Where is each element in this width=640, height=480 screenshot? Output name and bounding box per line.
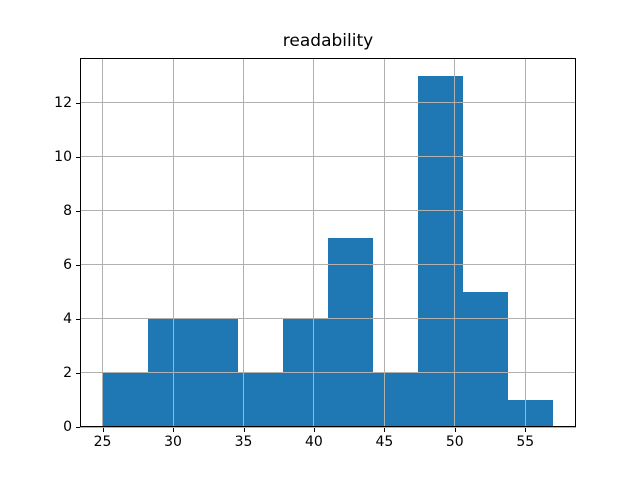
x-tick-label: 25 bbox=[93, 434, 112, 450]
x-gridline bbox=[454, 58, 456, 427]
y-gridline bbox=[80, 426, 576, 428]
plot-area bbox=[80, 58, 576, 428]
y-tick-mark bbox=[76, 102, 80, 104]
y-tick-mark bbox=[76, 372, 80, 374]
y-tick-mark bbox=[76, 318, 80, 320]
y-tick-mark bbox=[76, 210, 80, 212]
x-tick-mark bbox=[313, 428, 315, 432]
chart-title: readability bbox=[282, 31, 374, 51]
y-tick-label: 12 bbox=[54, 94, 72, 111]
histogram-bar bbox=[373, 372, 419, 427]
x-tick-mark bbox=[525, 428, 527, 432]
histogram-bar bbox=[102, 372, 148, 427]
y-gridline bbox=[80, 318, 576, 320]
y-gridline bbox=[80, 210, 576, 212]
y-tick-label: 2 bbox=[63, 364, 72, 381]
x-gridline bbox=[102, 58, 103, 427]
x-tick-mark bbox=[243, 428, 245, 432]
x-tick-label: 30 bbox=[164, 434, 182, 450]
y-gridline bbox=[80, 102, 576, 104]
y-tick-label: 0 bbox=[63, 419, 72, 435]
x-gridline bbox=[172, 58, 174, 427]
histogram-bar bbox=[237, 372, 283, 427]
y-tick-mark bbox=[76, 156, 80, 158]
x-tick-label: 45 bbox=[375, 434, 394, 450]
y-tick-label: 10 bbox=[54, 148, 72, 165]
x-tick-mark bbox=[384, 428, 386, 432]
x-tick-label: 55 bbox=[516, 434, 535, 450]
x-gridline bbox=[243, 58, 244, 427]
y-tick-mark bbox=[76, 427, 80, 428]
x-tick-mark bbox=[102, 428, 104, 432]
y-gridline bbox=[80, 264, 576, 266]
y-tick-label: 6 bbox=[63, 256, 72, 273]
x-tick-mark bbox=[173, 428, 174, 432]
y-tick-label: 8 bbox=[63, 202, 72, 219]
x-tick-mark bbox=[454, 428, 456, 432]
y-tick-mark bbox=[76, 264, 80, 266]
histogram-bar bbox=[508, 400, 554, 427]
histogram-bar bbox=[418, 75, 464, 427]
x-gridline bbox=[313, 58, 315, 427]
x-gridline bbox=[524, 58, 526, 427]
y-gridline bbox=[80, 372, 576, 374]
y-tick-label: 4 bbox=[63, 310, 72, 327]
histogram-bar bbox=[463, 291, 509, 427]
x-tick-label: 50 bbox=[445, 434, 464, 450]
x-gridline bbox=[383, 58, 385, 427]
x-tick-label: 35 bbox=[234, 434, 253, 450]
histogram-bar bbox=[328, 237, 374, 427]
x-tick-label: 40 bbox=[304, 434, 323, 450]
y-gridline bbox=[80, 156, 576, 158]
